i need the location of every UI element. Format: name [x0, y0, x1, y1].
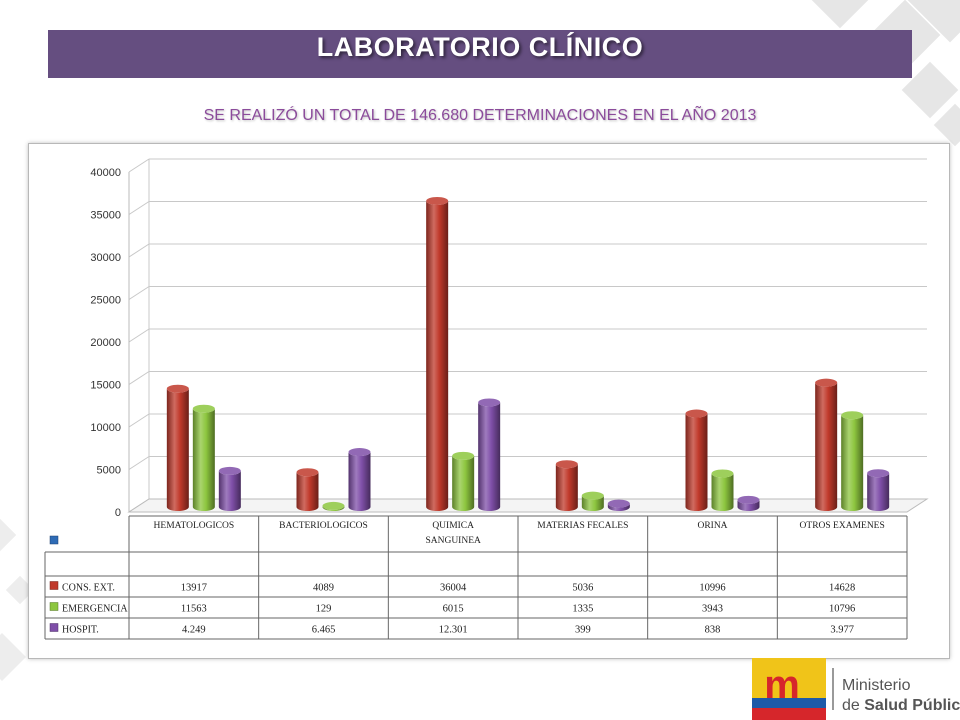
bar-cons-ext	[296, 472, 319, 511]
bar-top	[478, 398, 501, 407]
data-label: 13917	[181, 583, 207, 594]
logo-mark-blue	[752, 698, 826, 708]
data-label: 3943	[702, 604, 723, 615]
bar-top	[192, 404, 215, 413]
bar-top	[555, 460, 578, 469]
y-tick-label: 10000	[90, 422, 121, 434]
bar-top	[607, 499, 630, 508]
data-label: 129	[316, 604, 332, 615]
bar-emergencia	[192, 408, 215, 511]
x-tick-label: ORINA	[697, 521, 727, 531]
bar-emergencia	[322, 505, 345, 511]
data-label: 11563	[181, 604, 207, 615]
bar-top	[685, 409, 708, 418]
chart-frame: 0 5000 10000 15000 20000 25000 30000 35000 40000…	[28, 143, 950, 659]
gridline-wall	[128, 328, 150, 343]
bar-cons-ext	[426, 200, 449, 511]
bar-top	[737, 495, 760, 504]
x-tick-label: HEMATOLOGICOS	[154, 521, 235, 531]
bar-emergencia	[841, 415, 864, 511]
bar-hospit	[478, 402, 501, 511]
bar-hospit	[867, 473, 890, 511]
gridline-wall	[128, 456, 150, 470]
x-tick-label: OTROS EXAMENES	[800, 521, 885, 531]
bar-top	[296, 468, 319, 477]
bar-top	[218, 466, 241, 475]
bar-top	[867, 469, 890, 478]
data-label: 10796	[829, 604, 855, 615]
data-label: 838	[705, 625, 721, 636]
logo-mark-letter: m	[764, 663, 800, 707]
bar-chart: 0 5000 10000 15000 20000 25000 30000 35000 40000…	[44, 158, 929, 640]
data-label: 12.301	[439, 625, 468, 636]
gridline-wall	[128, 286, 150, 300]
gridline-wall	[128, 158, 150, 173]
legend-swatch	[49, 581, 59, 590]
bar-hospit	[607, 503, 630, 511]
logo-divider	[832, 668, 834, 710]
bar-top	[711, 469, 734, 478]
bar-emergencia	[452, 455, 475, 511]
page-subtitle: SE REALIZÓ UN TOTAL DE 146.680 DETERMINA…	[203, 107, 757, 124]
y-tick-label: 25000	[90, 295, 121, 307]
gridline-wall	[128, 413, 150, 428]
bar-top	[166, 384, 189, 393]
bar-cons-ext	[166, 388, 189, 511]
legend-label: EMERGENCIA	[62, 604, 128, 615]
x-tick-label: SANGUINEA	[425, 536, 481, 546]
legend-swatch	[49, 602, 59, 611]
data-label: 6015	[443, 604, 464, 615]
logo-line-1: Ministerio	[842, 677, 911, 694]
bar-top	[452, 451, 475, 460]
data-label: 1335	[572, 604, 593, 615]
bar-emergencia	[711, 473, 734, 511]
bar-top	[322, 501, 345, 510]
data-label: 6.465	[312, 625, 336, 636]
title-banner: LABORATORIO CLÍNICO	[48, 30, 912, 78]
y-tick-label: 30000	[90, 252, 121, 264]
y-tick-label: 20000	[90, 337, 121, 349]
x-tick-label: QUIMICA	[432, 521, 474, 531]
data-label: 5036	[572, 583, 593, 594]
y-tick-label: 40000	[90, 167, 121, 179]
gridline-wall	[128, 201, 150, 215]
x-tick-label: MATERIAS FECALES	[537, 521, 628, 531]
x-tick-label: BACTERIOLOGICOS	[279, 521, 368, 531]
logo-line-2: de Salud Pública	[842, 697, 960, 714]
bar-hospit	[348, 452, 371, 511]
data-label: 10996	[699, 583, 725, 594]
y-tick-label: 35000	[90, 210, 121, 222]
y-tick-label: 15000	[90, 380, 121, 392]
bar-cons-ext	[555, 464, 578, 511]
chart-floor	[127, 498, 929, 513]
bar-top	[841, 411, 864, 420]
legend-label: HOSPIT.	[62, 625, 99, 636]
bar-emergencia	[581, 495, 604, 511]
logo-mark-red	[752, 708, 826, 720]
data-label: 4.249	[182, 625, 206, 636]
gridline-wall	[128, 243, 150, 258]
legend-swatch	[49, 623, 59, 632]
bar-cons-ext	[815, 382, 838, 511]
ministerio-logo: m Ministerio de Salud Pública	[752, 658, 960, 720]
data-label: 14628	[829, 583, 855, 594]
bar-top	[348, 448, 371, 457]
y-tick-label: 5000	[97, 465, 121, 477]
bar-cons-ext	[685, 413, 708, 511]
data-label: 399	[575, 625, 591, 636]
y-tick-label: 0	[115, 507, 121, 519]
data-label: 4089	[313, 583, 334, 594]
data-label: 36004	[440, 583, 467, 594]
bar-top	[426, 196, 449, 205]
table-header-marker	[49, 535, 59, 545]
bar-hospit	[737, 499, 760, 511]
bar-top	[815, 378, 838, 387]
page-title: LABORATORIO CLÍNICO	[316, 32, 644, 62]
bar-hospit	[218, 470, 241, 511]
legend-label: CONS. EXT.	[62, 583, 115, 594]
bar-top	[581, 491, 604, 500]
gridline-wall	[128, 371, 150, 385]
data-label: 3.977	[830, 625, 854, 636]
